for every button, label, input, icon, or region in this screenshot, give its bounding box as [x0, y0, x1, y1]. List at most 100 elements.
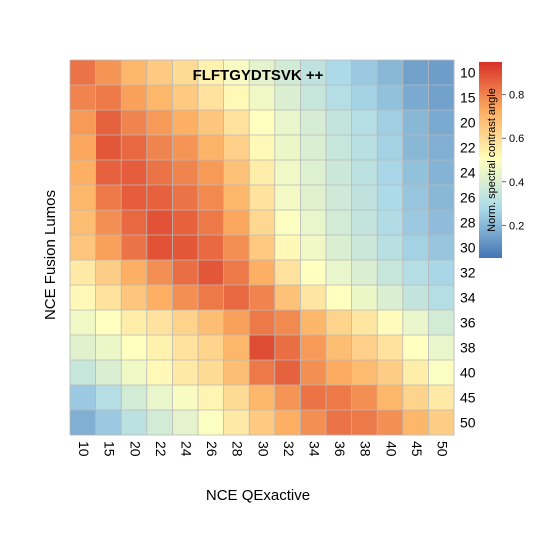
heatmap-cell: [274, 60, 301, 86]
heatmap-cell: [95, 410, 122, 436]
heatmap-cell: [249, 235, 276, 261]
colorbar-tick-label: 0.4: [509, 177, 524, 189]
heatmap-cell: [121, 310, 148, 336]
heatmap-cell: [274, 160, 301, 186]
x-tick-label: 50: [434, 441, 450, 457]
heatmap-cell: [249, 410, 276, 436]
heatmap-cell: [300, 410, 327, 436]
heatmap-cell: [172, 410, 199, 436]
heatmap-cell: [428, 160, 455, 186]
heatmap-cell: [351, 285, 378, 311]
heatmap-cell: [274, 85, 301, 111]
heatmap-cell: [326, 360, 352, 386]
heatmap-cell: [70, 235, 96, 261]
heatmap-cell: [326, 260, 352, 286]
heatmap-cell: [70, 285, 96, 311]
heatmap-cell: [300, 135, 327, 161]
heatmap-cell: [351, 60, 378, 86]
heatmap-cell: [95, 60, 122, 86]
heatmap-cell: [95, 185, 122, 211]
x-tick-label: 30: [255, 441, 271, 457]
heatmap-cell: [198, 60, 224, 86]
heatmap-grid: [69, 59, 455, 436]
heatmap-cell: [428, 360, 455, 386]
heatmap-cell: [146, 235, 173, 261]
heatmap-cell: [172, 185, 199, 211]
heatmap-cell: [300, 110, 327, 136]
y-tick-label: 40: [460, 365, 476, 381]
heatmap-cell: [121, 360, 148, 386]
heatmap-cell: [402, 160, 429, 186]
colorbar-ticks: 0.2 0.4 0.6 0.8: [502, 90, 524, 232]
heatmap-cell: [274, 385, 301, 411]
heatmap-cell: [377, 110, 404, 136]
heatmap-cell: [377, 210, 404, 236]
heatmap-cell: [351, 185, 378, 211]
colorbar-label: Norm. spectral contrast angle: [486, 88, 498, 232]
heatmap-cell: [377, 85, 404, 111]
heatmap-cell: [300, 385, 327, 411]
heatmap-cell: [249, 110, 276, 136]
heatmap-cell: [326, 235, 352, 261]
heatmap-cell: [223, 210, 250, 236]
heatmap-cell: [402, 335, 429, 361]
heatmap-cell: [351, 260, 378, 286]
heatmap-cell: [249, 335, 276, 361]
heatmap-cell: [300, 185, 327, 211]
heatmap-cell: [121, 335, 148, 361]
heatmap-cell: [249, 60, 276, 86]
heatmap-cell: [70, 385, 96, 411]
heatmap-cell: [146, 285, 173, 311]
heatmap-cell: [172, 235, 199, 261]
heatmap-cell: [198, 285, 224, 311]
heatmap-cell: [121, 60, 148, 86]
y-tick-label: 15: [460, 90, 476, 106]
heatmap-cell: [249, 160, 276, 186]
y-axis-label: NCE Fusion Lumos: [42, 190, 59, 320]
colorbar: Norm. spectral contrast angle 0.20.40.60…: [479, 62, 524, 258]
heatmap-cell: [223, 185, 250, 211]
heatmap-cell: [274, 185, 301, 211]
heatmap-cell: [172, 310, 199, 336]
heatmap-cell: [402, 60, 429, 86]
heatmap-cell: [198, 210, 224, 236]
heatmap-cell: [223, 85, 250, 111]
colorbar-tick-label: 0.6: [509, 133, 524, 145]
heatmap-cell: [249, 360, 276, 386]
y-tick-label: 50: [460, 415, 476, 431]
heatmap-cell: [377, 185, 404, 211]
heatmap-cell: [198, 360, 224, 386]
heatmap-cell: [428, 285, 455, 311]
heatmap-cell: [172, 285, 199, 311]
heatmap-cell: [377, 335, 404, 361]
heatmap-cell: [377, 135, 404, 161]
heatmap-cell: [70, 335, 96, 361]
heatmap-cell: [274, 310, 301, 336]
heatmap-cell: [70, 135, 96, 161]
x-tick-label: 26: [204, 441, 220, 457]
heatmap-cell: [351, 85, 378, 111]
x-tick-label: 32: [281, 441, 297, 457]
heatmap-cell: [198, 160, 224, 186]
heatmap-cell: [402, 85, 429, 111]
heatmap-cell: [146, 310, 173, 336]
heatmap-cell: [198, 410, 224, 436]
heatmap-cell: [198, 85, 224, 111]
heatmap-cell: [428, 310, 455, 336]
heatmap-cell: [300, 85, 327, 111]
x-tick-label: 15: [102, 441, 118, 457]
heatmap-cell: [146, 60, 173, 86]
y-tick-label: 36: [460, 315, 476, 331]
heatmap-cell: [300, 285, 327, 311]
y-tick-label: 26: [460, 190, 476, 206]
heatmap-cell: [274, 135, 301, 161]
heatmap-cell: [326, 210, 352, 236]
heatmap-cell: [70, 360, 96, 386]
x-tick-label: 40: [383, 441, 399, 457]
heatmap-cell: [274, 410, 301, 436]
heatmap-cell: [70, 85, 96, 111]
heatmap-cell: [300, 310, 327, 336]
heatmap-cell: [249, 310, 276, 336]
heatmap-cell: [146, 210, 173, 236]
